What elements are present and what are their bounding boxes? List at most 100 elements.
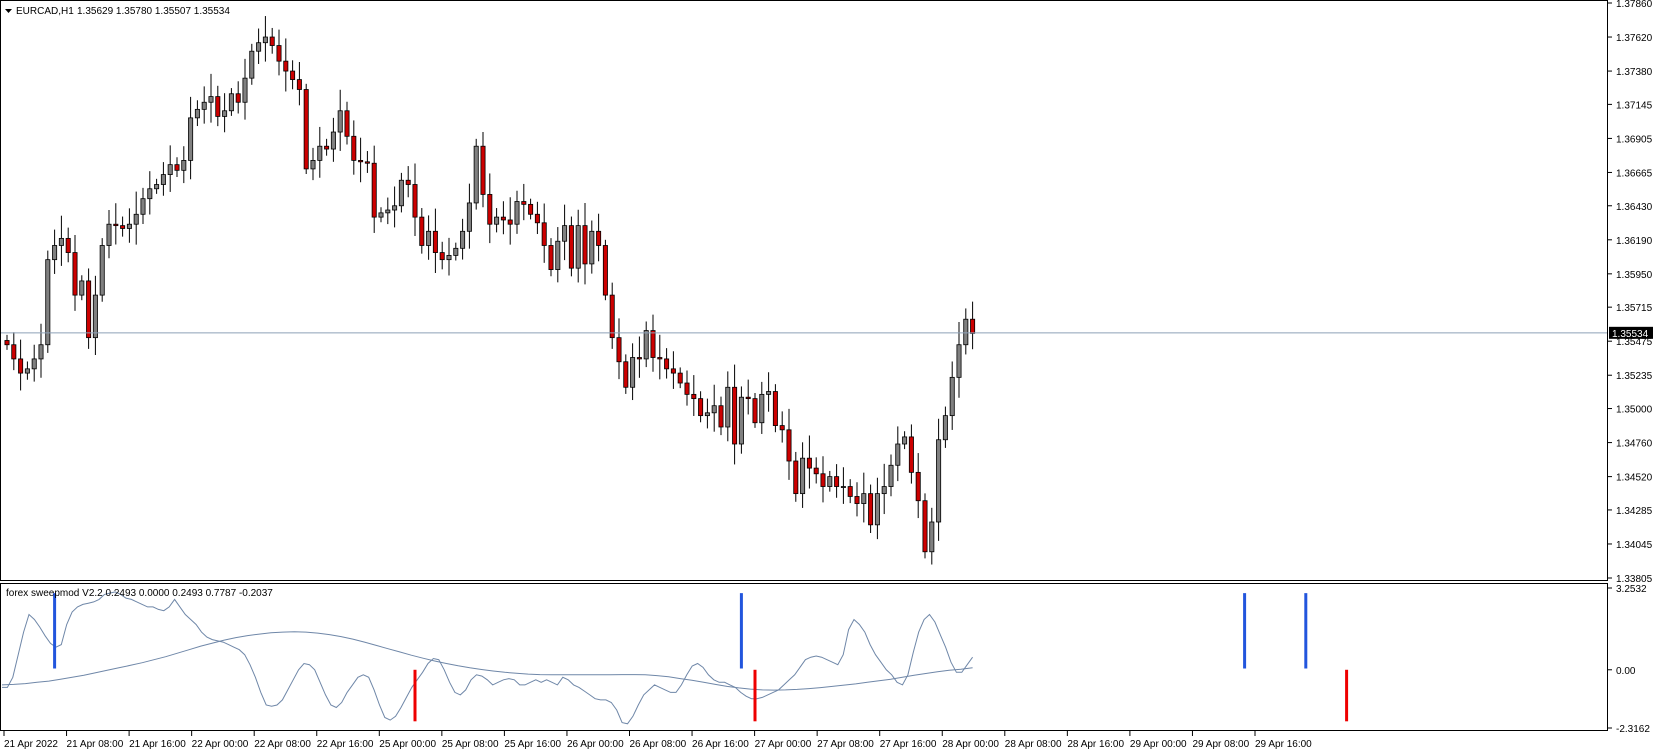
bull-candle-body bbox=[392, 205, 398, 211]
bull-candle-body bbox=[473, 145, 479, 204]
bull-candle-body bbox=[385, 209, 391, 214]
x-tick-label: 26 Apr 00:00 bbox=[567, 739, 624, 750]
candle bbox=[834, 464, 840, 498]
candle bbox=[555, 227, 561, 283]
candle bbox=[215, 85, 221, 127]
bull-candle-body bbox=[52, 245, 58, 261]
candle bbox=[548, 238, 554, 277]
candle bbox=[589, 220, 595, 274]
bear-candle-body bbox=[834, 476, 840, 487]
x-tick-label: 22 Apr 00:00 bbox=[192, 739, 249, 750]
x-tick-label: 26 Apr 16:00 bbox=[692, 739, 749, 750]
bull-candle-body bbox=[31, 358, 37, 370]
candle bbox=[521, 183, 527, 221]
candle bbox=[419, 208, 425, 254]
x-tick-label: 21 Apr 2022 bbox=[4, 739, 58, 750]
candle bbox=[562, 204, 568, 261]
x-tick-label: 21 Apr 16:00 bbox=[129, 739, 186, 750]
candle bbox=[147, 171, 153, 215]
bull-candle-body bbox=[79, 280, 85, 296]
bull-candle-body bbox=[242, 77, 248, 103]
candle bbox=[514, 190, 520, 234]
candle bbox=[602, 239, 608, 301]
candle bbox=[698, 391, 704, 423]
candle bbox=[970, 301, 976, 350]
candle bbox=[800, 442, 806, 508]
candle bbox=[725, 371, 731, 442]
x-tick-label: 25 Apr 08:00 bbox=[442, 739, 499, 750]
bear-candle-body bbox=[412, 184, 418, 218]
bear-candle-body bbox=[684, 382, 690, 395]
bull-candle-body bbox=[562, 225, 568, 242]
bull-candle-body bbox=[426, 230, 432, 246]
bear-candle-body bbox=[568, 225, 574, 269]
candle bbox=[759, 381, 765, 434]
bear-candle-body bbox=[616, 337, 622, 363]
bear-candle-body bbox=[432, 230, 438, 253]
x-tick-label: 27 Apr 16:00 bbox=[880, 739, 937, 750]
candle bbox=[881, 463, 887, 515]
candle bbox=[24, 361, 30, 380]
bear-candle-body bbox=[120, 225, 126, 229]
candle bbox=[99, 238, 105, 302]
candle bbox=[4, 334, 10, 350]
candle bbox=[460, 218, 466, 260]
candle bbox=[487, 173, 493, 244]
bull-candle-body bbox=[949, 376, 955, 417]
y-tick-label: 1.35475 bbox=[1616, 337, 1653, 348]
candle bbox=[18, 339, 24, 391]
candle bbox=[820, 456, 826, 503]
x-tick-label: 29 Apr 16:00 bbox=[1255, 739, 1312, 750]
bear-candle-body bbox=[677, 372, 683, 384]
bear-candle-body bbox=[72, 252, 78, 296]
candle bbox=[949, 361, 955, 430]
candle bbox=[181, 146, 187, 184]
bear-candle-body bbox=[670, 368, 676, 374]
bull-candle-body bbox=[725, 386, 731, 428]
bull-candle-body bbox=[575, 225, 581, 269]
x-tick-label: 25 Apr 16:00 bbox=[504, 739, 561, 750]
bear-candle-body bbox=[324, 145, 330, 150]
bull-candle-body bbox=[942, 415, 948, 441]
bear-candle-body bbox=[439, 252, 445, 261]
candle bbox=[596, 213, 602, 262]
x-tick-label: 28 Apr 00:00 bbox=[942, 739, 999, 750]
candle bbox=[643, 321, 649, 368]
bear-candle-body bbox=[793, 460, 799, 495]
candle bbox=[283, 38, 289, 92]
bull-candle-body bbox=[92, 294, 98, 339]
bull-candle-body bbox=[262, 36, 268, 44]
candle bbox=[704, 398, 710, 429]
bear-candle-body bbox=[609, 294, 615, 339]
candle bbox=[636, 336, 642, 378]
candle bbox=[793, 451, 799, 502]
candle bbox=[861, 472, 867, 523]
bull-candle-body bbox=[106, 223, 112, 246]
y-tick-label: 1.34520 bbox=[1616, 473, 1653, 484]
bull-candle-body bbox=[337, 110, 343, 133]
candle bbox=[766, 372, 772, 412]
candle bbox=[874, 477, 880, 540]
candle bbox=[358, 137, 364, 183]
bull-candle-body bbox=[738, 396, 744, 445]
candle bbox=[58, 215, 64, 266]
candle bbox=[854, 482, 860, 517]
bull-candle-body bbox=[936, 439, 942, 523]
candle bbox=[494, 208, 500, 233]
bear-candle-body bbox=[405, 179, 411, 185]
bull-candle-body bbox=[24, 368, 30, 374]
bear-candle-body bbox=[303, 89, 309, 170]
candle bbox=[480, 132, 486, 208]
y-tick-label: 1.37380 bbox=[1616, 67, 1653, 78]
x-tick-label: 27 Apr 00:00 bbox=[755, 739, 812, 750]
bear-candle-body bbox=[534, 213, 540, 224]
candle bbox=[840, 467, 846, 504]
triangle-down-icon[interactable] bbox=[5, 9, 12, 13]
x-tick-label: 22 Apr 08:00 bbox=[254, 739, 311, 750]
bull-candle-body bbox=[800, 457, 806, 495]
y-tick-label: 1.34285 bbox=[1616, 506, 1653, 517]
current-price-tag bbox=[1609, 326, 1653, 339]
bull-candle-body bbox=[317, 145, 323, 161]
candle bbox=[405, 166, 411, 198]
